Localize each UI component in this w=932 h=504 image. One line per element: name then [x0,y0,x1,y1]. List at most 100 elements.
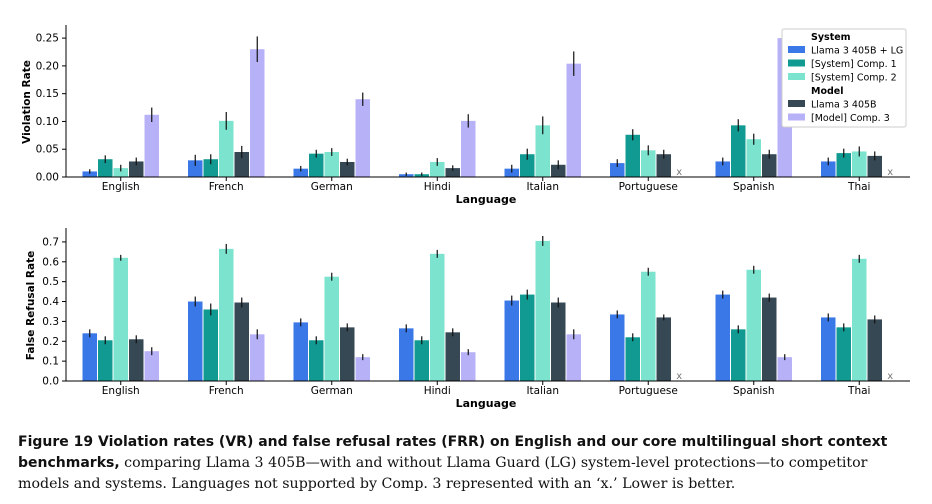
x-tick-label-italian: Italian [526,181,559,193]
y-axis-label: False Refusal Rate [25,251,37,360]
unsupported-marker: x [676,371,682,382]
bar-system-comp-1-french [203,159,218,177]
bar-llama-3-405b-german [340,162,355,177]
bar-llama-3-405b-lg-thai [821,161,836,177]
bar-model-comp-3-german [355,99,370,177]
unsupported-marker: x [887,167,893,178]
legend-item-system-comp-2: [System] Comp. 2 [811,73,897,84]
x-tick-label-thai: Thai [847,181,870,193]
bar-model-comp-3-french [250,49,265,177]
y-tick-label: 0.20 [36,60,59,72]
y-tick-label: 0.10 [36,116,59,128]
bar-system-comp-2-portuguese [641,150,656,177]
bar-llama-3-405b-lg-german [293,168,308,177]
bar-llama-3-405b-lg-spanish [715,161,730,177]
bar-system-comp-2-thai [852,258,867,381]
bar-llama-3-405b-french [234,152,249,177]
violation-rate-panel: 0.00 0.05 0.10 0.15 0.20 0.25 x x English French G… [21,25,910,206]
bar-llama-3-405b-french [234,302,249,381]
x-tick-label-hindi: Hindi [424,181,451,193]
bar-llama-3-405b-spanish [762,154,777,177]
bar-system-comp-1-italian [520,294,535,381]
bar-llama-3-405b-thai [867,155,882,177]
bar-system-comp-2-german [324,152,339,177]
bar-llama-3-405b-english [129,161,144,177]
bar-llama-3-405b-lg-italian [504,168,519,177]
bar-model-comp-3-english [144,114,159,177]
legend-swatch-system-comp-2 [788,73,805,80]
legend-box [781,28,907,128]
bar-system-comp-2-english [113,168,128,177]
bar-system-comp-2-hindi [430,162,445,177]
legend-item-model-comp-3: [Model] Comp. 3 [811,113,890,124]
bar-system-comp-1-portuguese [625,337,640,381]
bar-llama-3-405b-portuguese [656,154,671,177]
bar-llama-3-405b-lg-portuguese [610,314,625,381]
bar-system-comp-2-italian [535,125,550,177]
bar-model-comp-3-italian [566,334,581,381]
bar-system-comp-1-spanish [731,125,746,177]
bar-system-comp-2-german [324,276,339,381]
bar-llama-3-405b-lg-italian [504,300,519,381]
legend-item-llama-3-405b-lg: Llama 3 405B + LG [811,46,903,57]
bar-llama-3-405b-german [340,327,355,381]
x-axis-label: Language [456,193,517,206]
bar-system-comp-1-german [309,340,324,381]
y-tick-label: 0.15 [36,88,59,100]
y-tick-label: 0.7 [42,236,59,248]
bar-model-comp-3-english [144,351,159,381]
bar-system-comp-2-hindi [430,253,445,381]
x-tick-label-spanish: Spanish [733,181,774,193]
y-tick-label: 0.1 [42,356,59,368]
bar-system-comp-1-english [98,159,113,177]
figure-charts: 0.00 0.05 0.10 0.15 0.20 0.25 x x English French G… [21,25,910,410]
y-tick-label: 0.0 [42,376,59,388]
bar-llama-3-405b-italian [551,302,566,381]
bar-system-comp-1-spanish [731,329,746,381]
bar-llama-3-405b-thai [867,319,882,381]
y-tick-label: 0.2 [42,336,59,348]
y-tick-label: 0.05 [36,144,59,156]
bar-system-comp-2-spanish [746,139,761,177]
x-tick-label-hindi: Hindi [424,385,451,397]
bar-system-comp-1-french [203,309,218,381]
y-tick-label: 0.3 [42,316,59,328]
figure-caption: Figure 19 Violation rates (VR) and false… [18,432,918,495]
y-tick-label: 0.4 [42,296,59,308]
bar-system-comp-1-thai [836,327,851,381]
x-tick-label-italian: Italian [526,385,559,397]
caption-head: Figure 19 Violation rates (VR) and false… [18,434,888,471]
x-tick-label-french: French [209,181,244,193]
bar-llama-3-405b-hindi [445,168,460,177]
x-tick-label-german: German [311,385,353,397]
x-tick-label-french: French [209,385,244,397]
legend-swatch-llama-3-405b [788,100,805,107]
caption-body: comparing Llama 3 405B—with and without … [18,455,868,492]
bar-system-comp-1-portuguese [625,134,640,177]
y-tick-label: 0.6 [42,256,59,268]
bar-model-comp-3-hindi [461,120,476,177]
legend-swatch-model-comp-3 [788,113,805,121]
unsupported-marker: x [676,167,682,178]
bar-model-comp-3-french [250,334,265,381]
legend-swatch-llama-3-405b-lg [788,46,805,53]
bar-llama-3-405b-portuguese [656,317,671,381]
bar-llama-3-405b-lg-english [82,171,97,177]
bar-system-comp-1-thai [836,153,851,177]
bar-llama-3-405b-spanish [762,297,777,381]
x-tick-label-german: German [311,181,353,193]
x-tick-label-english: English [102,385,140,397]
x-tick-label-portuguese: Portuguese [619,385,678,397]
x-tick-label-english: English [102,181,140,193]
bar-model-comp-3-german [355,357,370,381]
bar-llama-3-405b-lg-hindi [399,328,414,381]
bar-llama-3-405b-lg-spanish [715,294,730,381]
bar-llama-3-405b-english [129,339,144,381]
bar-llama-3-405b-lg-french [188,301,203,381]
false-refusal-rate-panel: 0.0 0.1 0.2 0.3 0.4 0.5 0.6 0.7 x x English French G… [25,228,910,410]
bar-model-comp-3-italian [566,63,581,177]
x-tick-label-spanish: Spanish [733,385,774,397]
bar-system-comp-2-english [113,257,128,381]
y-tick-label: 0.5 [42,276,59,288]
bar-system-comp-1-english [98,340,113,381]
